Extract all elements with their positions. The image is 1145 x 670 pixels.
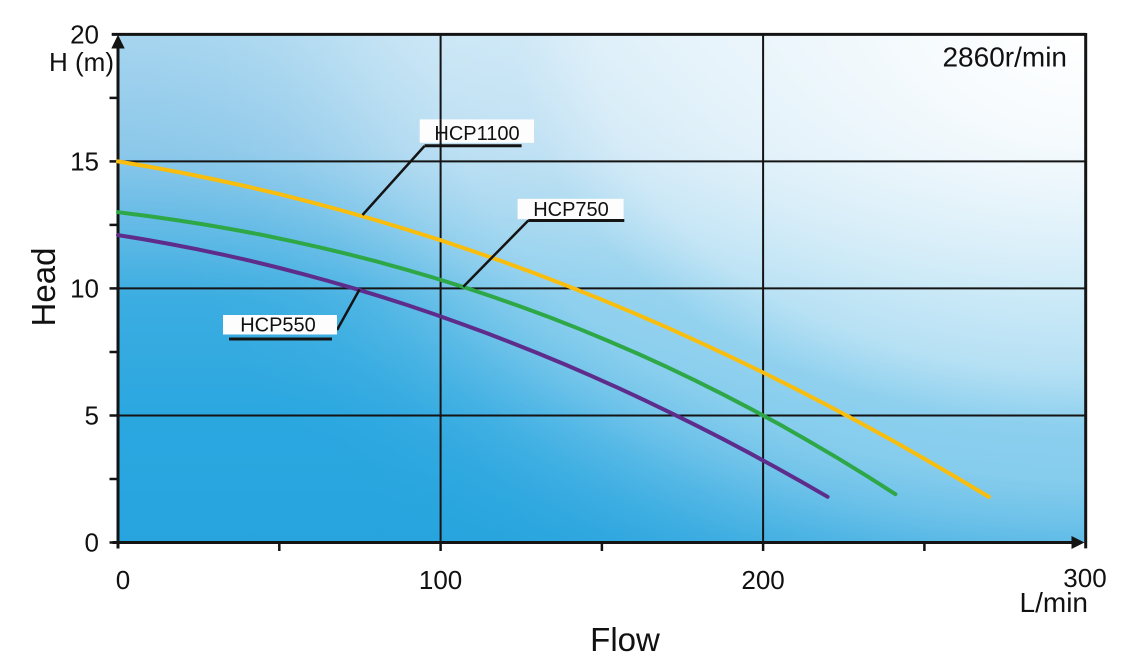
svg-text:Head: Head	[25, 248, 62, 327]
svg-text:0: 0	[116, 565, 130, 595]
svg-text:100: 100	[419, 565, 462, 595]
svg-text:2860r/min: 2860r/min	[942, 42, 1067, 73]
svg-text:HCP750: HCP750	[533, 199, 609, 221]
svg-text:300: 300	[1063, 563, 1106, 593]
svg-text:10: 10	[70, 274, 99, 304]
svg-text:5: 5	[85, 401, 99, 431]
svg-text:HCP1100: HCP1100	[434, 123, 519, 145]
svg-text:Flow: Flow	[590, 621, 660, 658]
svg-text:20: 20	[70, 20, 99, 50]
svg-text:H (m): H (m)	[49, 47, 114, 77]
svg-text:200: 200	[741, 565, 784, 595]
svg-text:0: 0	[85, 528, 99, 558]
svg-text:15: 15	[70, 147, 99, 177]
svg-text:L/min: L/min	[1020, 587, 1088, 618]
svg-text:HCP550: HCP550	[240, 315, 316, 337]
